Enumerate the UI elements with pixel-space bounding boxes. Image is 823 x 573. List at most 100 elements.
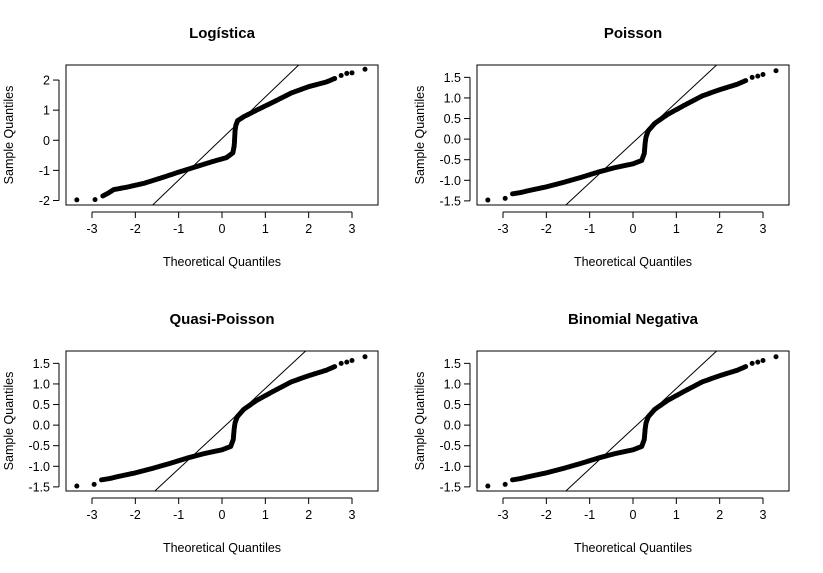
qq-point xyxy=(349,70,355,76)
x-axis-label: Theoretical Quantiles xyxy=(574,255,692,269)
qq-point xyxy=(338,360,344,366)
qq-panel-1: Logística -3 -2 -1 0 1 2 3 -2 -1 0 1 2 Theoretical Qu… xyxy=(2,25,379,269)
qq-reference-line xyxy=(152,64,300,206)
y-tick-label: -1.5 xyxy=(439,480,461,494)
qq-point xyxy=(74,197,80,203)
qq-point xyxy=(760,357,766,363)
y-tick-label: -0.5 xyxy=(439,439,461,453)
qq-point xyxy=(91,481,97,487)
x-tick-label: -1 xyxy=(584,222,595,236)
x-tick-label: 0 xyxy=(219,508,226,522)
y-tick-label: 1.5 xyxy=(444,357,461,371)
qq-reference-line xyxy=(565,64,717,206)
y-axis-label: Sample Quantiles xyxy=(413,86,427,185)
qq-point xyxy=(74,483,80,489)
qq-point xyxy=(362,66,368,72)
plot-frame xyxy=(65,64,379,206)
plot-frame xyxy=(65,350,379,492)
x-tick-label: 1 xyxy=(262,222,269,236)
y-tick-label: 1.5 xyxy=(444,71,461,85)
qq-point xyxy=(92,197,98,203)
x-axis-label: Theoretical Quantiles xyxy=(163,255,281,269)
x-axis-label: Theoretical Quantiles xyxy=(574,541,692,555)
x-tick-label: 0 xyxy=(630,508,637,522)
y-tick-label: 0.0 xyxy=(33,419,50,433)
x-tick-label: -3 xyxy=(86,222,97,236)
x-tick-label: 1 xyxy=(673,508,680,522)
y-axis-label: Sample Quantiles xyxy=(413,372,427,471)
y-tick-label: -1.0 xyxy=(28,460,50,474)
y-tick-label: 1 xyxy=(43,104,50,118)
qq-point xyxy=(338,73,344,79)
x-tick-label: -1 xyxy=(173,508,184,522)
qq-point xyxy=(332,364,338,370)
x-tick-label: -3 xyxy=(86,508,97,522)
y-tick-label: 1.0 xyxy=(444,377,461,391)
y-tick-label: 1.0 xyxy=(33,377,50,391)
y-tick-label: 0.5 xyxy=(444,112,461,126)
qq-point xyxy=(349,357,355,363)
x-tick-label: 3 xyxy=(349,222,356,236)
y-axis-label: Sample Quantiles xyxy=(2,372,16,471)
x-tick-label: -3 xyxy=(497,508,508,522)
x-tick-label: -1 xyxy=(584,508,595,522)
qq-point xyxy=(362,354,368,360)
y-tick-label: 1.5 xyxy=(33,357,50,371)
qq-point xyxy=(755,359,761,365)
x-tick-label: 1 xyxy=(673,222,680,236)
x-tick-label: 0 xyxy=(630,222,637,236)
qq-point xyxy=(743,78,749,84)
x-tick-label: -2 xyxy=(541,508,552,522)
x-tick-label: 2 xyxy=(716,222,723,236)
y-tick-label: -0.5 xyxy=(439,153,461,167)
qq-point xyxy=(749,360,755,366)
y-tick-label: -0.5 xyxy=(28,439,50,453)
y-tick-label: -2 xyxy=(39,194,50,208)
x-tick-label: -2 xyxy=(130,508,141,522)
y-tick-label: 2 xyxy=(43,74,50,88)
plot-frame xyxy=(476,350,790,492)
plot-frame xyxy=(476,64,790,206)
y-tick-label: 0.5 xyxy=(444,398,461,412)
y-tick-label: -1.5 xyxy=(28,480,50,494)
x-tick-label: 2 xyxy=(716,508,723,522)
y-tick-label: 0 xyxy=(43,134,50,148)
y-axis-label: Sample Quantiles xyxy=(2,86,16,185)
qq-point xyxy=(773,68,779,74)
qq-point xyxy=(760,71,766,77)
x-tick-label: -3 xyxy=(497,222,508,236)
y-tick-label: 1.0 xyxy=(444,91,461,105)
panel-title: Poisson xyxy=(604,25,662,42)
qq-point xyxy=(344,70,350,76)
x-tick-label: 0 xyxy=(219,222,226,236)
panel-title: Logística xyxy=(189,25,256,42)
qq-reference-line xyxy=(565,350,717,492)
qq-point xyxy=(332,76,338,82)
y-tick-label: -1 xyxy=(39,164,50,178)
x-axis-label: Theoretical Quantiles xyxy=(163,541,281,555)
x-tick-label: -1 xyxy=(173,222,184,236)
x-tick-label: 2 xyxy=(305,508,312,522)
qq-point xyxy=(485,197,491,203)
x-tick-label: 3 xyxy=(349,508,356,522)
qq-panel-3: Quasi-Poisson -3 -2 -1 0 1 2 3 -1.5 -1.0 -0.5 0.0 0.… xyxy=(2,311,379,555)
y-tick-label: -1.0 xyxy=(439,460,461,474)
y-tick-label: 0.0 xyxy=(444,419,461,433)
panel-title: Quasi-Poisson xyxy=(169,311,274,328)
qq-point xyxy=(485,483,491,489)
qq-point xyxy=(773,354,779,360)
x-tick-label: 3 xyxy=(760,222,767,236)
qq-point xyxy=(502,195,508,201)
qq-point xyxy=(502,481,508,487)
x-tick-label: 1 xyxy=(262,508,269,522)
panel-title: Binomial Negativa xyxy=(568,311,699,328)
y-tick-label: -1.5 xyxy=(439,194,461,208)
qq-panel-4: Binomial Negativa -3 -2 -1 0 1 2 3 -1.5 -1.0 -0.5 0… xyxy=(413,311,790,555)
qq-point xyxy=(755,73,761,79)
x-tick-label: -2 xyxy=(130,222,141,236)
qq-point xyxy=(344,359,350,365)
qq-point xyxy=(749,74,755,80)
x-tick-label: 2 xyxy=(305,222,312,236)
y-tick-label: -1.0 xyxy=(439,174,461,188)
